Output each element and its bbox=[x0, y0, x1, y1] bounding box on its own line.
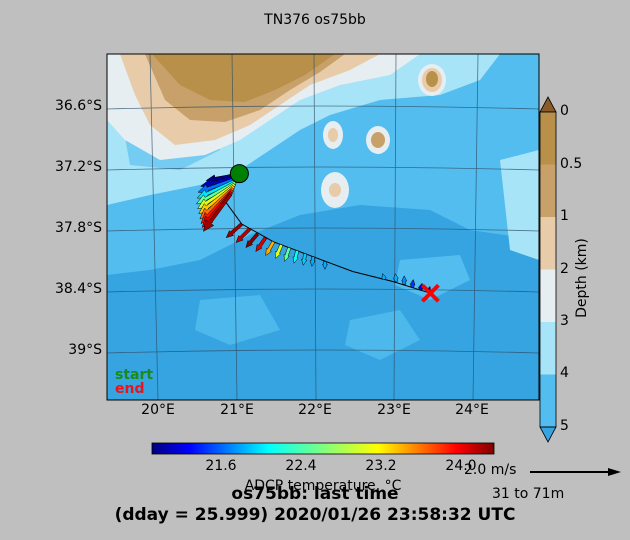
depth-colorbar-segment bbox=[540, 112, 556, 165]
velocity-vector bbox=[225, 222, 244, 239]
temperature-tick-label: 22.4 bbox=[285, 458, 317, 474]
velocity-vector bbox=[255, 236, 268, 252]
temperature-tick-label: 21.6 bbox=[205, 458, 237, 474]
depth-colorbar-frame bbox=[539, 111, 557, 428]
depth-axis-label: Depth (km) bbox=[574, 238, 590, 318]
lat-tick-label: 39°S bbox=[68, 342, 102, 358]
velocity-vector bbox=[265, 240, 276, 257]
legend-start-label: start bbox=[115, 367, 154, 383]
velocity-vector bbox=[409, 278, 416, 288]
depth-tick-label: 0 bbox=[560, 103, 569, 119]
velocity-vectors bbox=[195, 172, 431, 294]
map-frame bbox=[106, 53, 540, 401]
velocity-vector bbox=[381, 272, 387, 281]
depth-tick-label: 4 bbox=[560, 365, 569, 381]
lat-tick-label: 37.2°S bbox=[54, 159, 102, 175]
depth-colorbar-top bbox=[539, 96, 557, 113]
depth-colorbar-segment bbox=[540, 217, 556, 270]
lon-tick-label: 23°E bbox=[377, 402, 411, 418]
lon-tick-label: 22°E bbox=[298, 402, 332, 418]
temperature-colorbar bbox=[151, 442, 495, 455]
velocity-vector bbox=[235, 227, 252, 244]
depth-tick-label: 1 bbox=[560, 208, 569, 224]
lon-tick-label: 24°E bbox=[455, 402, 489, 418]
temperature-tick-label: 24.0 bbox=[445, 458, 477, 474]
start-marker bbox=[229, 164, 249, 184]
velocity-vector bbox=[283, 246, 292, 262]
depth-tick-label: 3 bbox=[560, 313, 569, 329]
lon-tick-label: 21°E bbox=[220, 402, 254, 418]
temperature-tick-label: 23.2 bbox=[365, 458, 397, 474]
depth-tick-label: 5 bbox=[560, 418, 569, 434]
markers bbox=[229, 164, 440, 303]
velocity-vector bbox=[401, 275, 408, 285]
temperature-axis-label: ADCP temperature, °C bbox=[244, 478, 402, 494]
velocity-vector bbox=[309, 256, 316, 267]
lat-tick-label: 38.4°S bbox=[54, 281, 102, 297]
speed-scale-label: 2.0 m/s bbox=[464, 462, 517, 478]
bottom-title-line2: (dday = 25.999) 2020/01/26 23:58:32 UTC bbox=[114, 505, 516, 525]
velocity-vector bbox=[203, 193, 233, 232]
velocity-vector bbox=[275, 243, 284, 259]
depth-colorbar bbox=[539, 96, 557, 443]
depth-colorbar-segment bbox=[540, 164, 556, 217]
speed-scale-arrow bbox=[530, 468, 621, 476]
depth-colorbar-segment bbox=[540, 322, 556, 375]
end-marker bbox=[420, 283, 440, 303]
velocity-vector bbox=[301, 253, 308, 266]
lat-tick-label: 37.8°S bbox=[54, 220, 102, 236]
velocity-vector bbox=[245, 232, 260, 249]
legend-end-label: end bbox=[115, 381, 145, 397]
velocity-vector bbox=[417, 282, 424, 292]
lat-tick-label: 36.6°S bbox=[54, 98, 102, 114]
depth-tick-label: 2 bbox=[560, 261, 569, 277]
bottom-title-line1: os75bb: last time bbox=[231, 484, 399, 504]
depth-colorbar-segment bbox=[540, 269, 556, 322]
velocity-vector bbox=[322, 261, 328, 270]
figure-title: TN376 os75bb bbox=[264, 12, 366, 28]
lon-tick-label: 20°E bbox=[141, 402, 175, 418]
depth-colorbar-bottom bbox=[539, 426, 557, 443]
graticule bbox=[107, 54, 539, 400]
velocity-vector bbox=[292, 249, 300, 264]
velocity-vector bbox=[393, 273, 399, 282]
depth-tick-label: 0.5 bbox=[560, 156, 583, 172]
bathymetry bbox=[107, 54, 539, 400]
depth-colorbar-segment bbox=[540, 374, 556, 427]
depth-range-label: 31 to 71m bbox=[492, 486, 565, 502]
